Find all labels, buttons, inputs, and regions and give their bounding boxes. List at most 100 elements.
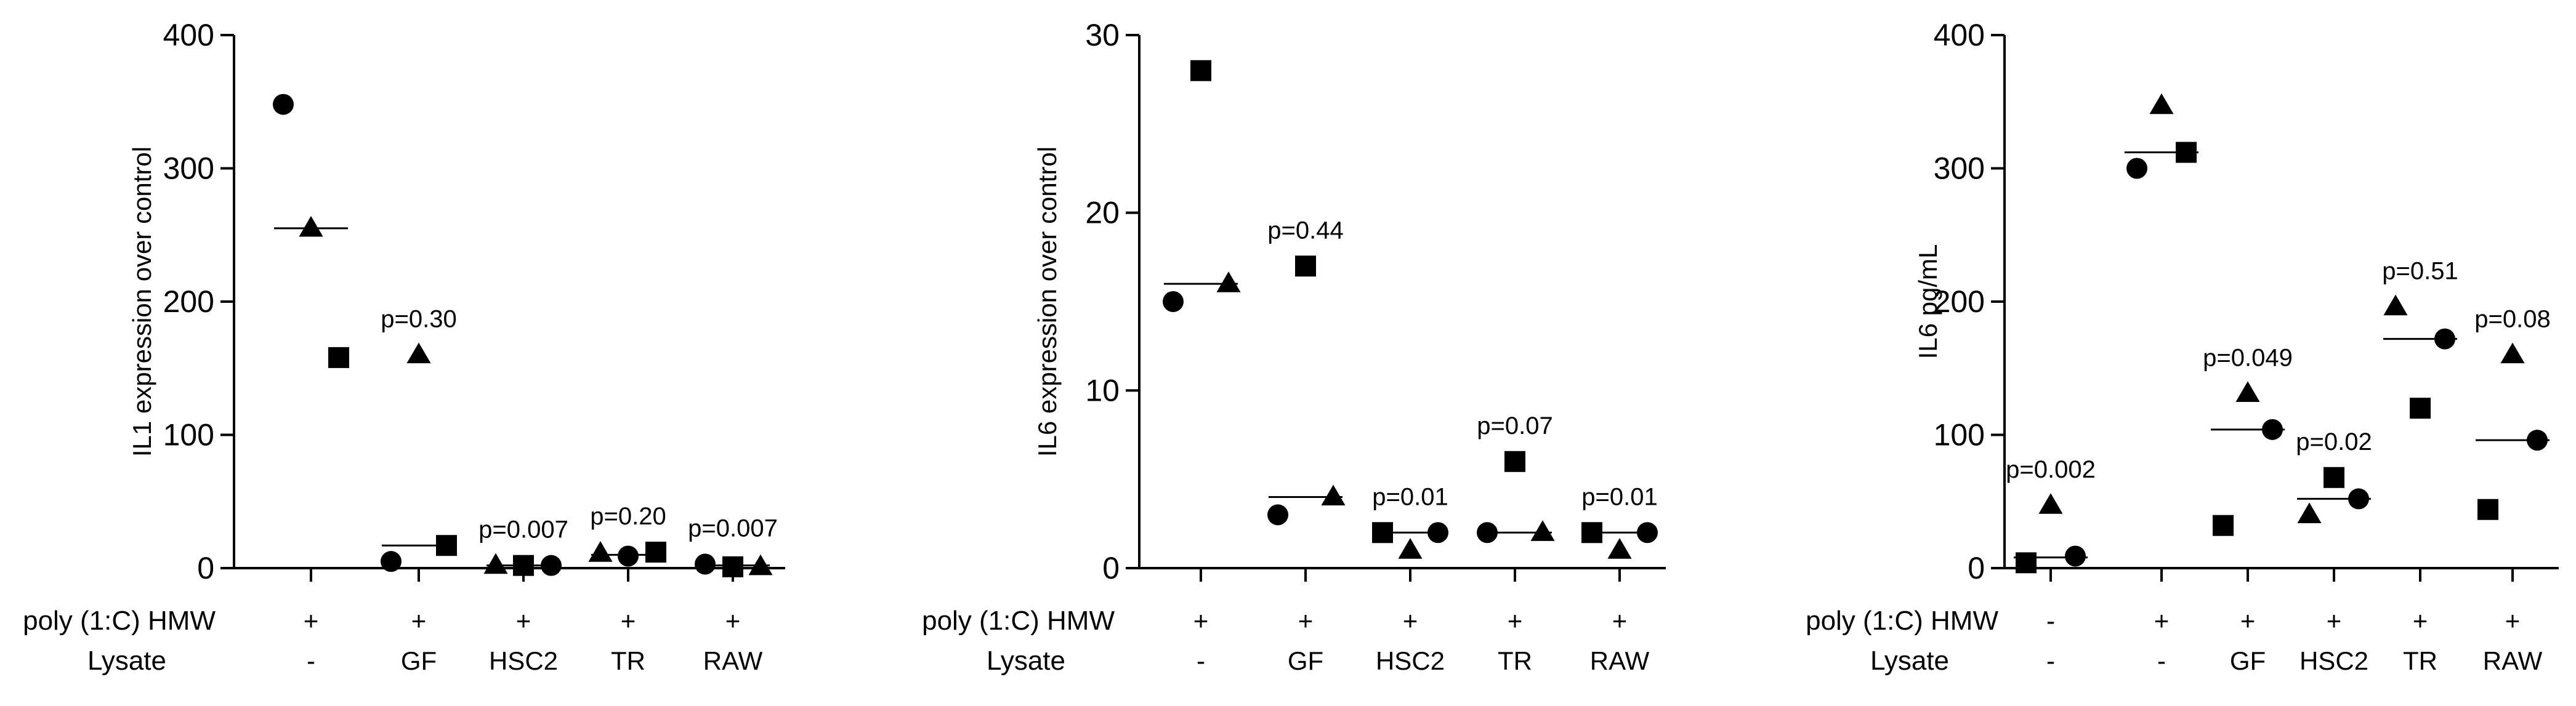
data-point-square <box>1295 255 1316 277</box>
data-point-square <box>328 347 349 368</box>
lysate-condition-label: - <box>2157 646 2166 675</box>
p-value-label: p=0.049 <box>2203 344 2293 371</box>
data-point-triangle <box>748 554 773 576</box>
lysate-condition-label: GF <box>2230 646 2266 675</box>
p-value-label: p=0.44 <box>1267 217 1343 244</box>
data-point-circle <box>2527 430 2548 451</box>
group-none: +- <box>2125 93 2198 675</box>
y-tick-label: 20 <box>1085 196 1120 230</box>
p-value-label: p=0.20 <box>590 503 666 530</box>
y-axis-title: IL6 expression over control <box>1033 146 1062 457</box>
data-point-square <box>2213 515 2234 536</box>
data-point-square <box>2324 467 2344 488</box>
data-point-triangle <box>299 215 323 237</box>
group-tr: + TR p=0.20 <box>588 503 666 675</box>
group-gf: + GF p=0.049 <box>2203 344 2293 675</box>
y-axis-title: IL6 pg/mL <box>1913 244 1942 359</box>
poly-condition-label: + <box>725 606 741 635</box>
row-label-lysate: Lysate <box>987 646 1065 676</box>
data-point-triangle <box>1321 484 1346 506</box>
data-point-circle <box>1477 522 1498 544</box>
data-point-circle <box>1267 504 1288 526</box>
data-point-circle <box>1637 522 1658 544</box>
poly-condition-label: + <box>2327 606 2342 635</box>
p-value-label: p=0.08 <box>2474 306 2550 333</box>
data-point-circle <box>381 551 402 572</box>
data-point-square <box>1190 60 1211 81</box>
poly-condition-label: + <box>1298 606 1314 635</box>
poly-condition-label: + <box>2240 606 2256 635</box>
group-gf: + GF p=0.30 <box>381 306 457 675</box>
p-value-label: p=0.002 <box>2006 456 2096 483</box>
lysate-condition-label: TR <box>611 646 645 675</box>
data-point-triangle <box>1607 538 1632 559</box>
data-point-triangle <box>1216 271 1241 292</box>
data-point-circle <box>541 555 562 576</box>
data-point-circle <box>695 553 716 575</box>
row-label-poly: poly (1:C) HMW <box>23 606 216 636</box>
p-value-label: p=0.07 <box>1477 412 1552 439</box>
p-value-label: p=0.007 <box>688 515 778 542</box>
data-point-square <box>436 535 457 556</box>
data-point-square <box>2477 499 2498 520</box>
data-point-circle <box>1163 291 1184 312</box>
p-value-label: p=0.01 <box>1372 483 1448 510</box>
group-hsc2: + HSC2 p=0.01 <box>1372 483 1448 675</box>
y-tick-label: 0 <box>1968 551 1985 585</box>
group-none: +- <box>273 94 349 675</box>
y-axis-title: IL1 expression over control <box>127 146 156 457</box>
data-point-circle <box>2348 488 2369 510</box>
data-point-triangle <box>483 553 508 574</box>
lysate-condition-label: HSC2 <box>1376 646 1445 675</box>
poly-condition-label: - <box>2046 606 2055 635</box>
group-raw: + RAW p=0.01 <box>1581 483 1658 675</box>
data-point-triangle <box>2383 294 2408 316</box>
y-tick-label: 100 <box>163 418 214 452</box>
data-point-circle <box>2434 328 2455 350</box>
p-value-label: p=0.30 <box>381 306 456 333</box>
group-gf: + GF p=0.44 <box>1267 217 1346 675</box>
poly-condition-label: + <box>2154 606 2170 635</box>
poly-condition-label: + <box>2413 606 2428 635</box>
group-none: - - p=0.002 <box>2006 456 2096 675</box>
lysate-condition-label: RAW <box>1590 646 1650 675</box>
data-point-square <box>2176 142 2197 163</box>
y-tick-label: 0 <box>1102 551 1120 585</box>
y-tick-label: 300 <box>1934 151 1985 186</box>
data-point-square <box>1504 451 1525 472</box>
poly-condition-label: + <box>304 606 319 635</box>
row-label-lysate: Lysate <box>87 646 166 676</box>
y-tick-label: 200 <box>163 284 214 319</box>
data-point-square <box>2410 398 2431 419</box>
data-point-triangle <box>2149 93 2174 114</box>
data-point-triangle <box>588 541 613 562</box>
lysate-condition-label: HSC2 <box>2299 646 2368 675</box>
data-point-triangle <box>2297 502 2322 523</box>
poly-condition-label: + <box>621 606 636 635</box>
p-value-label: p=0.01 <box>1581 483 1657 510</box>
group-hsc2: + HSC2 p=0.007 <box>478 516 568 675</box>
row-label-poly: poly (1:C) HMW <box>922 606 1115 636</box>
panel-il6-pgml: 0 100 200 300 400 IL6 pg/mL poly (1:C) HMW Lysa… <box>1806 18 2559 676</box>
lysate-condition-label: - <box>307 646 315 675</box>
data-point-circle <box>2126 158 2147 179</box>
lysate-condition-label: HSC2 <box>489 646 558 675</box>
data-point-square <box>513 555 534 576</box>
data-point-triangle <box>406 342 431 364</box>
p-value-label: p=0.007 <box>478 516 568 544</box>
data-point-circle <box>2065 545 2086 567</box>
y-tick-label: 0 <box>197 551 214 585</box>
data-point-square <box>645 542 666 563</box>
group-tr: + TR p=0.07 <box>1477 412 1555 675</box>
lysate-condition-label: TR <box>1498 646 1532 675</box>
panel-il6-expression: 0 10 20 30 IL6 expression over control poly (… <box>922 18 1666 676</box>
lysate-condition-label: GF <box>1288 646 1323 675</box>
lysate-condition-label: RAW <box>2483 646 2543 675</box>
data-point-triangle <box>1530 520 1555 541</box>
data-point-square <box>1372 522 1393 544</box>
data-point-circle <box>273 94 294 115</box>
data-point-triangle <box>1398 538 1423 559</box>
poly-condition-label: + <box>2505 606 2521 635</box>
poly-condition-label: + <box>1508 606 1523 635</box>
